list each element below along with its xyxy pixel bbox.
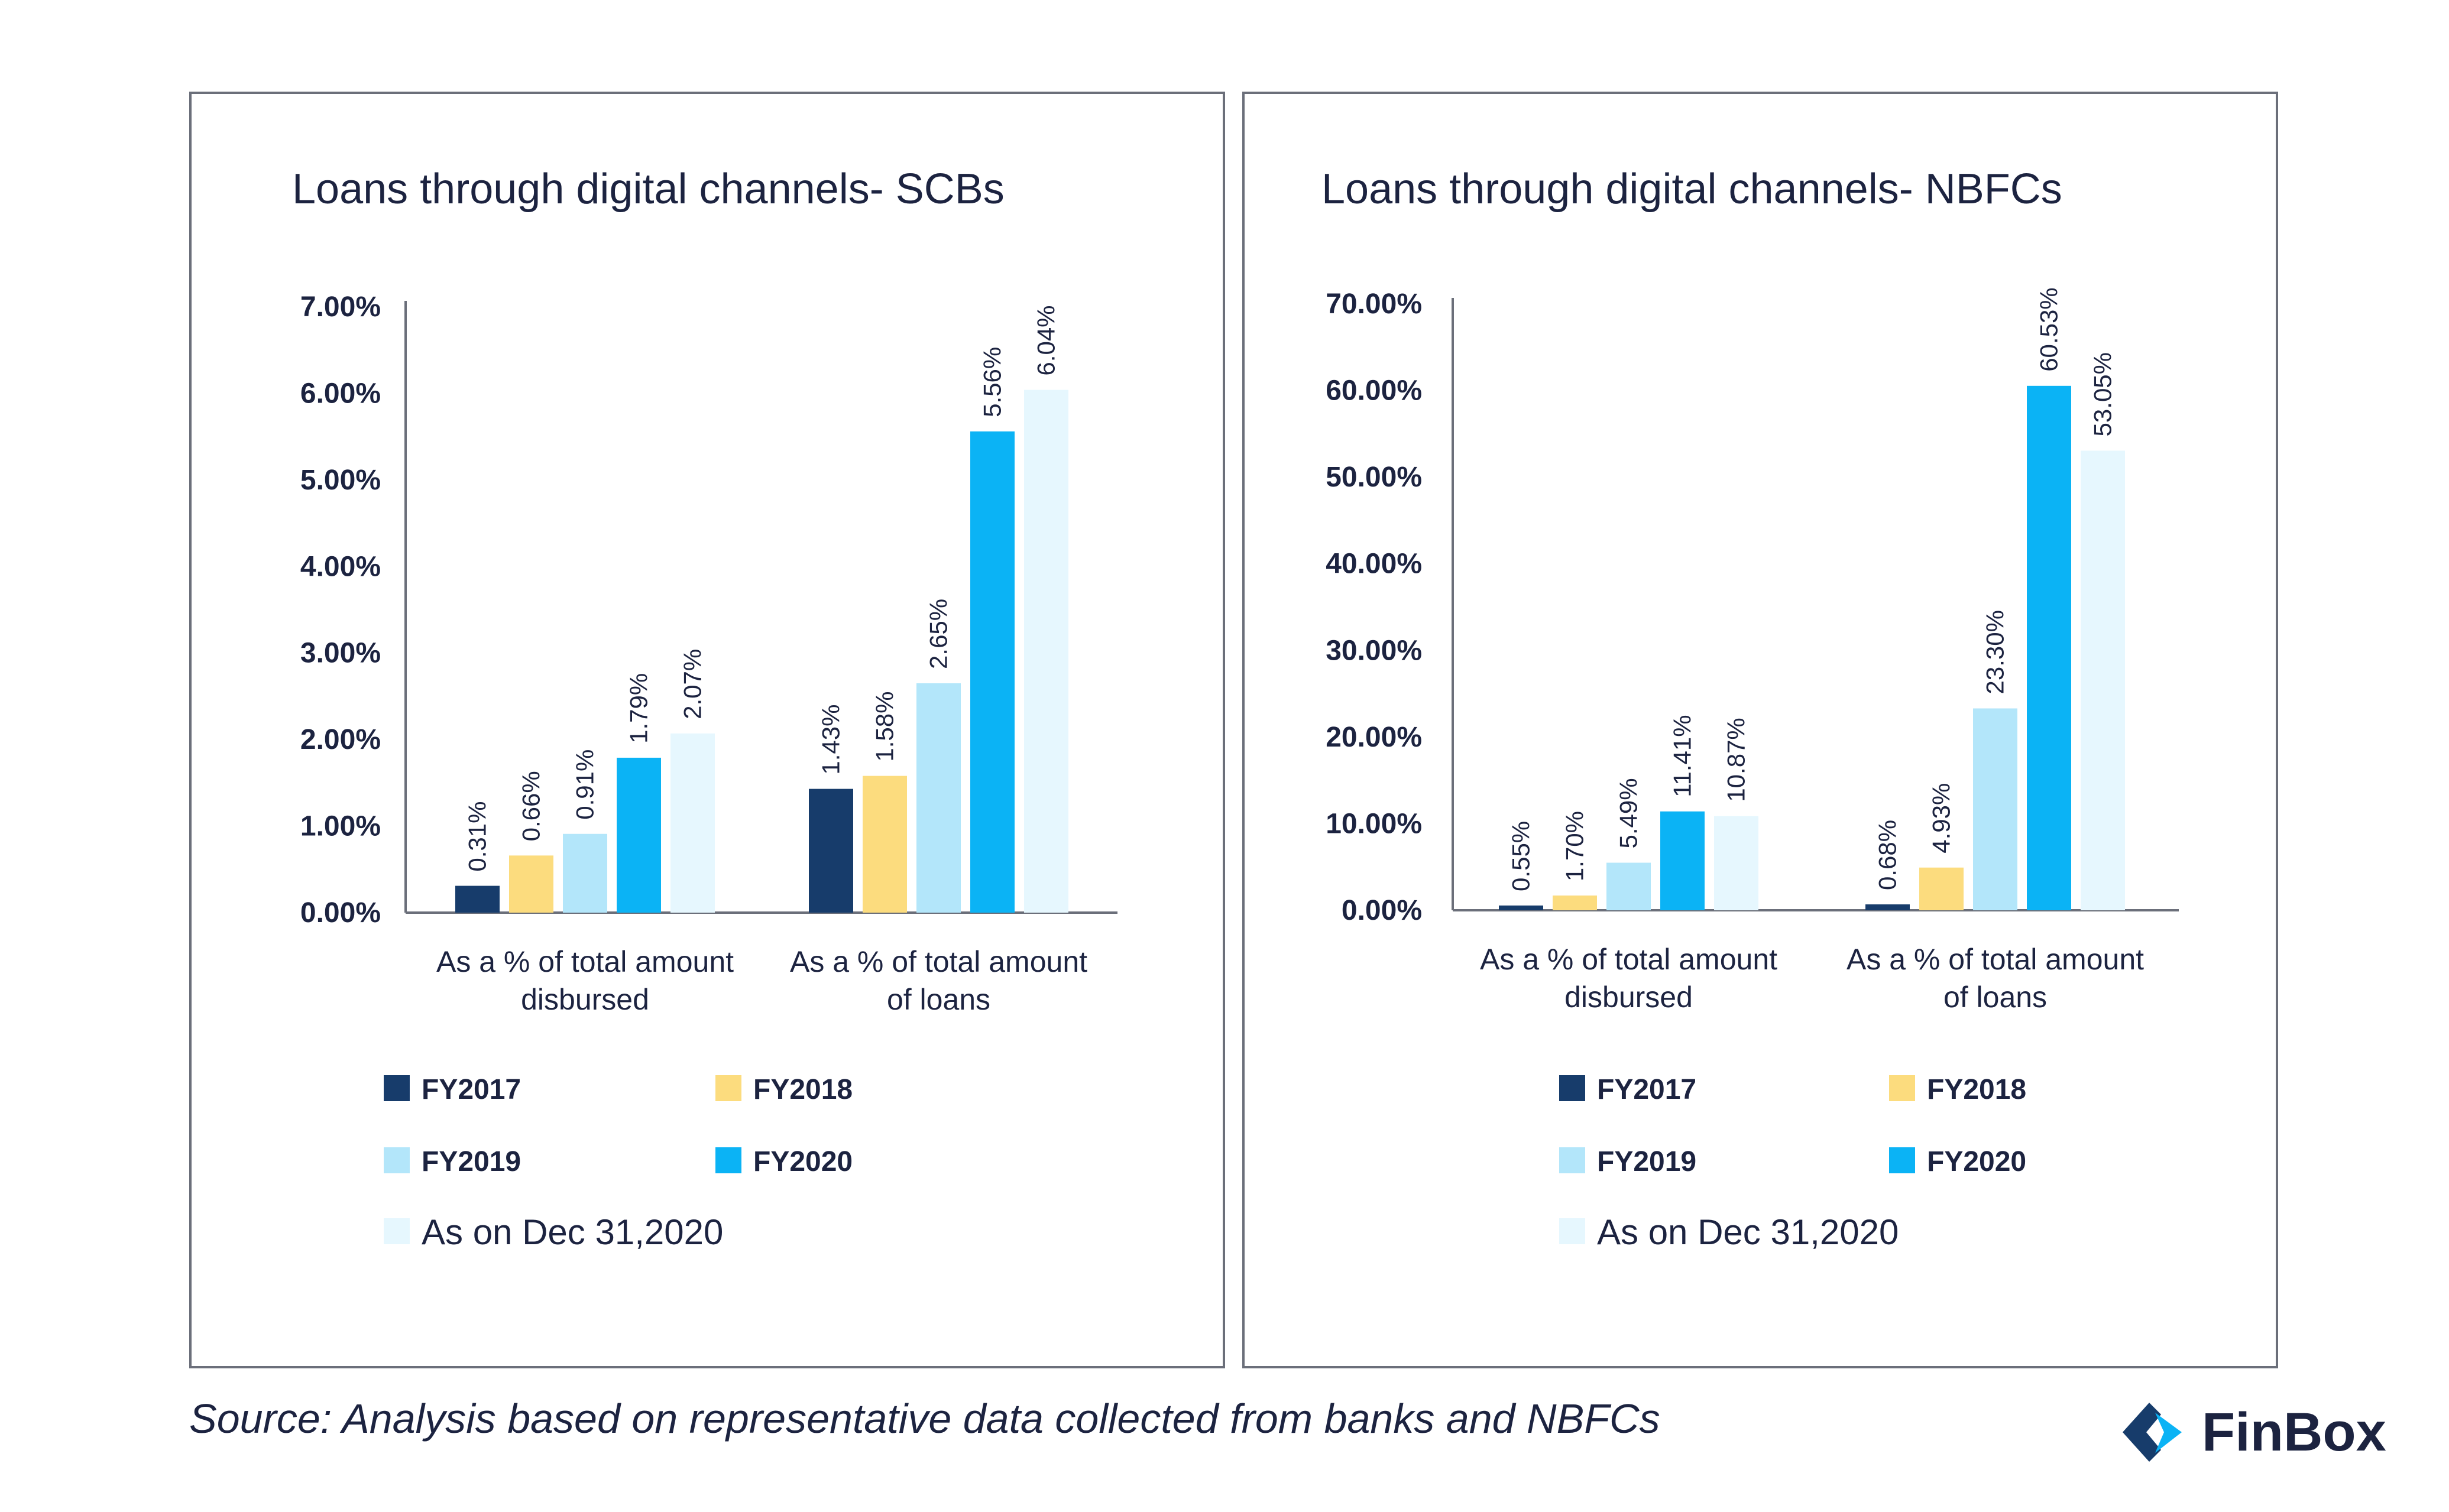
y-tick-label: 2.00% bbox=[300, 724, 381, 755]
data-label: 53.05% bbox=[2089, 352, 2117, 436]
bar bbox=[509, 855, 553, 913]
y-tick-label: 70.00% bbox=[1326, 288, 1422, 320]
data-label: 6.04% bbox=[1032, 305, 1060, 375]
bar bbox=[670, 733, 715, 913]
legend-label: As on Dec 31,2020 bbox=[422, 1212, 723, 1252]
legend-swatch bbox=[1559, 1075, 1585, 1101]
category-label: As a % of total amount bbox=[1480, 943, 1777, 976]
legend-swatch bbox=[1889, 1147, 1915, 1173]
legend-label: FY2018 bbox=[753, 1074, 853, 1105]
category-label: of loans bbox=[887, 983, 990, 1016]
legend-swatch bbox=[384, 1075, 410, 1101]
brand: FinBox bbox=[2117, 1400, 2386, 1465]
data-label: 1.43% bbox=[817, 705, 845, 775]
legend-swatch bbox=[1559, 1218, 1585, 1244]
data-label: 4.93% bbox=[1928, 783, 1955, 854]
category-label: of loans bbox=[1943, 981, 2047, 1014]
data-label: 2.65% bbox=[925, 599, 953, 669]
bar bbox=[455, 885, 500, 913]
legend-swatch bbox=[384, 1147, 410, 1173]
legend-label: FY2018 bbox=[1927, 1074, 2026, 1105]
y-tick-label: 3.00% bbox=[300, 638, 381, 669]
bar bbox=[916, 683, 961, 913]
bar bbox=[1499, 905, 1543, 910]
data-label: 0.31% bbox=[464, 802, 491, 872]
legend-label: FY2020 bbox=[1927, 1146, 2026, 1177]
chart-panel-scb: Loans through digital channels- SCBs 0.00… bbox=[189, 92, 1225, 1368]
bar bbox=[1865, 904, 1910, 910]
data-label: 0.91% bbox=[571, 749, 599, 820]
bar bbox=[1606, 862, 1651, 910]
chart-title: Loans through digital channels- SCBs bbox=[292, 166, 1005, 213]
bar bbox=[2081, 450, 2125, 910]
legend-swatch bbox=[715, 1147, 741, 1173]
category-label: disbursed bbox=[521, 983, 649, 1016]
source-note: Source: Analysis based on representative… bbox=[189, 1396, 1660, 1442]
data-label: 11.41% bbox=[1669, 715, 1696, 797]
bar bbox=[1919, 867, 1964, 910]
y-tick-label: 4.00% bbox=[300, 551, 381, 582]
y-tick-label: 10.00% bbox=[1326, 808, 1422, 839]
legend-swatch bbox=[1559, 1147, 1585, 1173]
chart-svg-scb: Loans through digital channels- SCBs 0.00… bbox=[292, 166, 1117, 1252]
bar bbox=[563, 833, 607, 913]
y-tick-label: 6.00% bbox=[300, 378, 381, 409]
data-label: 5.56% bbox=[979, 347, 1006, 417]
brand-name: FinBox bbox=[2202, 1401, 2386, 1462]
bar bbox=[617, 757, 661, 913]
y-tick-label: 0.00% bbox=[1342, 895, 1422, 926]
y-tick-label: 30.00% bbox=[1326, 635, 1422, 666]
bar bbox=[2027, 385, 2071, 910]
bar bbox=[1024, 390, 1068, 913]
category-label: As a % of total amount bbox=[790, 945, 1087, 978]
legend-label: FY2020 bbox=[753, 1146, 853, 1177]
legend-label: As on Dec 31,2020 bbox=[1597, 1212, 1899, 1252]
data-label: 0.68% bbox=[1874, 820, 1901, 890]
category-label: disbursed bbox=[1564, 981, 1693, 1014]
chart-svg-nbfc: Loans through digital channels- NBFCs 0.0… bbox=[1321, 166, 2179, 1252]
y-tick-label: 60.00% bbox=[1326, 375, 1422, 407]
category-label: As a % of total amount bbox=[436, 945, 734, 978]
data-label: 60.53% bbox=[2035, 287, 2063, 371]
bar bbox=[1714, 816, 1758, 910]
legend-swatch bbox=[1889, 1075, 1915, 1101]
y-tick-label: 20.00% bbox=[1326, 722, 1422, 753]
bar bbox=[809, 789, 853, 913]
data-label: 1.58% bbox=[871, 692, 899, 762]
bar bbox=[863, 776, 907, 913]
category-label: As a % of total amount bbox=[1847, 943, 2144, 976]
chart-panel-nbfc: Loans through digital channels- NBFCs 0.0… bbox=[1242, 92, 2278, 1368]
legend-label: FY2017 bbox=[422, 1074, 521, 1105]
bar bbox=[1660, 811, 1705, 910]
y-tick-label: 5.00% bbox=[300, 465, 381, 496]
data-label: 23.30% bbox=[1981, 610, 2009, 694]
y-tick-label: 1.00% bbox=[300, 811, 381, 842]
data-label: 1.79% bbox=[625, 673, 653, 744]
legend-swatch bbox=[384, 1218, 410, 1244]
y-tick-label: 7.00% bbox=[300, 291, 381, 323]
data-label: 5.49% bbox=[1615, 778, 1643, 848]
data-label: 1.70% bbox=[1561, 811, 1589, 881]
legend-label: FY2019 bbox=[1597, 1146, 1696, 1177]
data-label: 0.66% bbox=[517, 771, 545, 841]
legend-swatch bbox=[715, 1075, 741, 1101]
bar bbox=[1553, 895, 1597, 910]
data-label: 10.87% bbox=[1722, 718, 1750, 802]
legend-label: FY2019 bbox=[422, 1146, 521, 1177]
data-label: 2.07% bbox=[679, 649, 707, 719]
y-tick-label: 40.00% bbox=[1326, 549, 1422, 580]
legend-label: FY2017 bbox=[1597, 1074, 1696, 1105]
bar bbox=[970, 431, 1015, 913]
chart-title: Loans through digital channels- NBFCs bbox=[1321, 166, 2062, 213]
y-tick-label: 0.00% bbox=[300, 897, 381, 929]
finbox-logo-icon bbox=[2123, 1403, 2182, 1462]
bar bbox=[1973, 708, 2017, 910]
data-label: 0.55% bbox=[1507, 821, 1535, 891]
y-tick-label: 50.00% bbox=[1326, 462, 1422, 493]
